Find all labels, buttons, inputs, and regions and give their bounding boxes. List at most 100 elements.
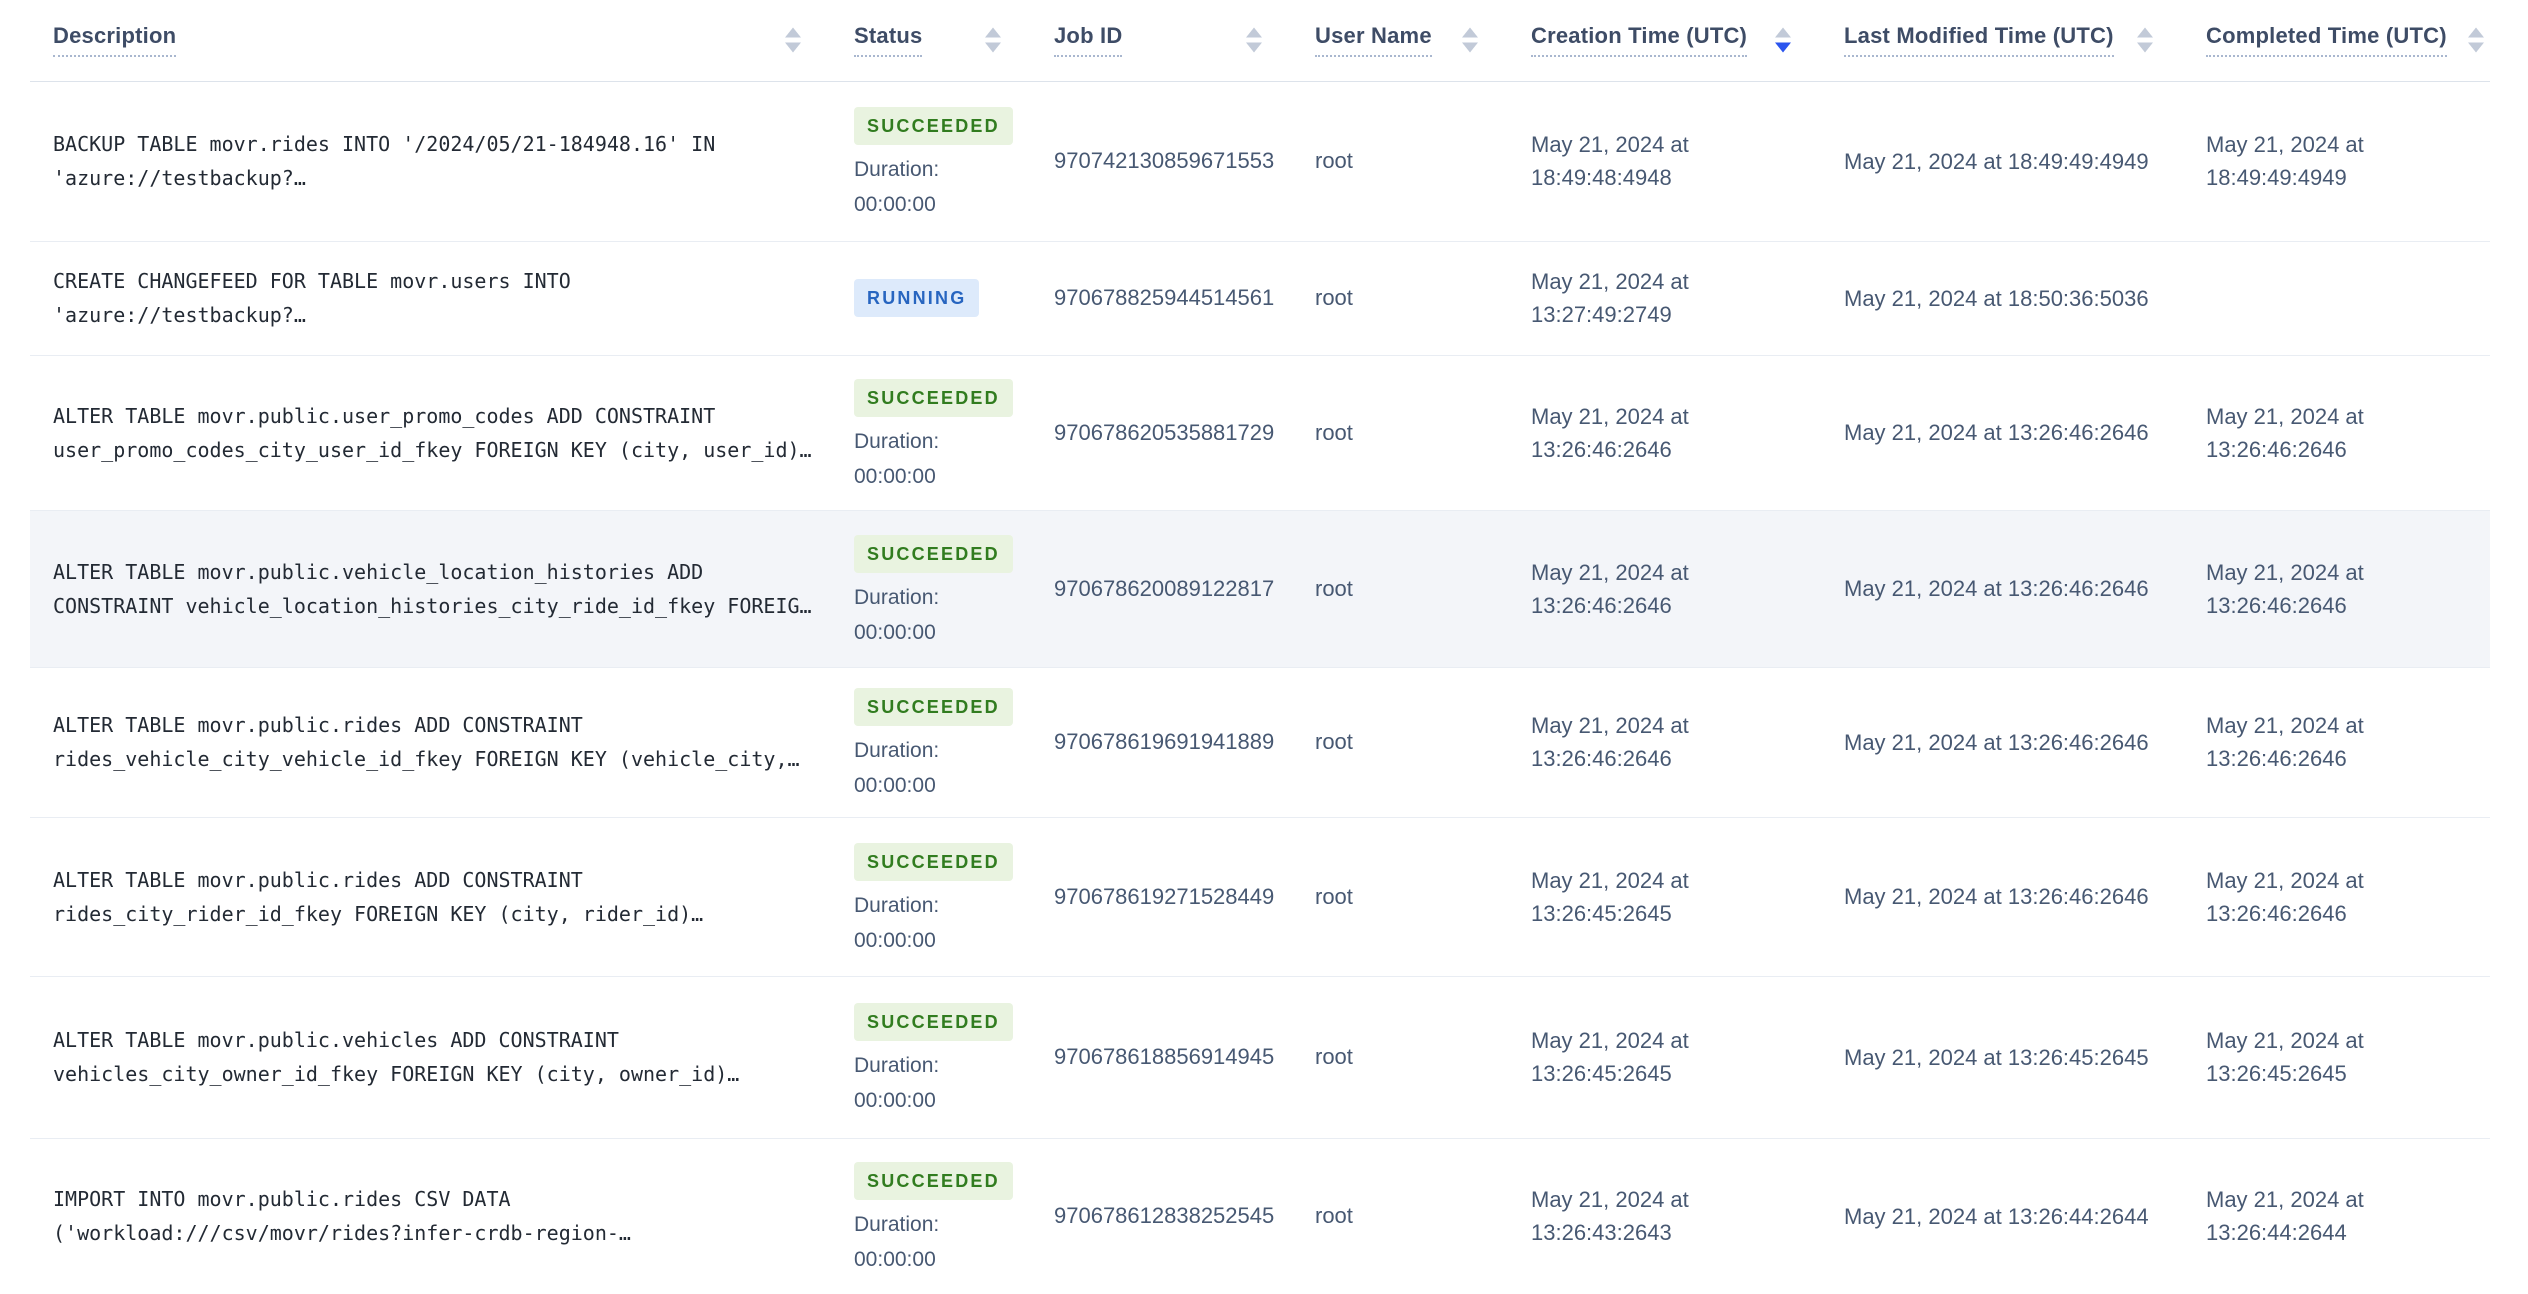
completed-time-cell: May 21, 2024 at 13:26:44:2644	[2195, 1137, 2490, 1294]
status-badge: SUCCEEDED	[854, 1162, 1013, 1201]
sort-desc-arrow-icon	[2468, 42, 2484, 53]
sort-desc-arrow-icon	[1462, 42, 1478, 53]
table-row[interactable]: BACKUP TABLE movr.rides INTO '/2024/05/2…	[30, 81, 2490, 241]
status-badge: SUCCEEDED	[854, 378, 1013, 417]
table-row[interactable]: ALTER TABLE movr.public.vehicles ADD CON…	[30, 975, 2490, 1138]
last-modified-time: May 21, 2024 at 13:26:46:2646	[1844, 884, 2149, 909]
last-modified-time: May 21, 2024 at 13:26:46:2646	[1844, 729, 2149, 755]
duration-value: 00:00:00	[854, 620, 936, 644]
column-label: User Name	[1315, 23, 1432, 58]
duration-value: 00:00:00	[854, 928, 936, 952]
table-row[interactable]: ALTER TABLE movr.public.vehicle_location…	[30, 509, 2490, 667]
last-modified-time-cell: May 21, 2024 at 13:26:46:2646	[1833, 666, 2195, 817]
description-cell: ALTER TABLE movr.public.user_promo_codes…	[30, 354, 843, 510]
last-modified-time: May 21, 2024 at 13:26:45:2645	[1844, 1044, 2149, 1070]
status-badge: RUNNING	[854, 279, 980, 317]
description-cell: ALTER TABLE movr.public.vehicle_location…	[30, 509, 843, 667]
job-id: 970678619691941889	[1043, 666, 1304, 817]
column-header[interactable]: Description	[30, 0, 843, 82]
job-description[interactable]: ALTER TABLE movr.public.vehicles ADD CON…	[53, 1028, 740, 1086]
status-cell: SUCCEEDED Duration: 00:00:00	[843, 354, 1043, 510]
description-cell: IMPORT INTO movr.public.rides CSV DATA (…	[30, 1137, 843, 1294]
job-id: 970678620535881729	[1043, 354, 1304, 510]
duration-value: 00:00:00	[854, 464, 936, 488]
completed-time: May 21, 2024 at 18:49:49:4949	[2206, 132, 2364, 190]
sort-asc-arrow-icon	[2137, 27, 2153, 38]
duration-value: 00:00:00	[854, 1248, 936, 1272]
completed-time: May 21, 2024 at 13:26:46:2646	[2206, 559, 2364, 618]
status-badge: SUCCEEDED	[854, 534, 1013, 573]
job-id: 970678612838252545	[1043, 1137, 1304, 1294]
last-modified-time-cell: May 21, 2024 at 18:49:49:4949	[1833, 81, 2195, 241]
job-description[interactable]: ALTER TABLE movr.public.rides ADD CONSTR…	[53, 713, 800, 771]
status-badge: SUCCEEDED	[854, 842, 1013, 881]
status-cell: SUCCEEDED Duration: 00:00:00	[843, 1137, 1043, 1294]
job-description[interactable]: IMPORT INTO movr.public.rides CSV DATA (…	[53, 1187, 631, 1246]
sort-desc-arrow-icon	[2137, 42, 2153, 53]
creation-time: May 21, 2024 at 18:49:48:4948	[1531, 132, 1689, 190]
table-row[interactable]: ALTER TABLE movr.public.rides ADD CONSTR…	[30, 816, 2490, 976]
duration-value: 00:00:00	[854, 774, 936, 797]
table-row[interactable]: ALTER TABLE movr.public.user_promo_codes…	[30, 354, 2490, 510]
sort-desc-arrow-icon	[785, 42, 801, 53]
creation-time: May 21, 2024 at 13:26:45:2645	[1531, 867, 1689, 926]
job-description[interactable]: ALTER TABLE movr.public.user_promo_codes…	[53, 403, 812, 462]
job-id: 970678825944514561	[1043, 240, 1304, 355]
sort-icon[interactable]	[785, 27, 801, 53]
creation-time-cell: May 21, 2024 at 13:27:49:2749	[1520, 240, 1833, 355]
description-cell: CREATE CHANGEFEED FOR TABLE movr.users I…	[30, 240, 843, 355]
last-modified-time-cell: May 21, 2024 at 13:26:45:2645	[1833, 975, 2195, 1138]
sort-icon[interactable]	[985, 27, 1001, 53]
job-id: 970678620089122817	[1043, 509, 1304, 667]
last-modified-time: May 21, 2024 at 13:26:44:2644	[1844, 1203, 2149, 1229]
user-name: root	[1315, 148, 1353, 173]
sort-asc-arrow-icon	[2468, 27, 2484, 38]
sort-icon[interactable]	[1246, 27, 1262, 53]
status-badge: SUCCEEDED	[854, 1003, 1013, 1041]
column-header[interactable]: User Name	[1304, 0, 1520, 82]
table-row[interactable]: IMPORT INTO movr.public.rides CSV DATA (…	[30, 1137, 2490, 1294]
job-description[interactable]: CREATE CHANGEFEED FOR TABLE movr.users I…	[53, 269, 571, 327]
description-cell: ALTER TABLE movr.public.vehicles ADD CON…	[30, 975, 843, 1138]
duration-label: Duration:	[854, 429, 940, 453]
sort-asc-arrow-icon	[985, 27, 1001, 38]
sort-icon[interactable]	[1775, 27, 1791, 53]
description-cell: ALTER TABLE movr.public.rides ADD CONSTR…	[30, 666, 843, 817]
table-row[interactable]: CREATE CHANGEFEED FOR TABLE movr.users I…	[30, 240, 2490, 355]
column-header[interactable]: Last Modified Time (UTC)	[1833, 0, 2195, 82]
status-cell: SUCCEEDED Duration: 00:00:00	[843, 666, 1043, 817]
user-name: root	[1304, 354, 1520, 510]
column-header[interactable]: Creation Time (UTC)	[1520, 0, 1833, 82]
sort-icon[interactable]	[2468, 27, 2484, 53]
duration-label: Duration:	[854, 1054, 940, 1077]
column-header[interactable]: Job ID	[1043, 0, 1304, 82]
job-description[interactable]: BACKUP TABLE movr.rides INTO '/2024/05/2…	[53, 132, 716, 190]
creation-time-cell: May 21, 2024 at 13:26:46:2646	[1520, 509, 1833, 667]
status-cell: RUNNING	[843, 240, 1043, 355]
last-modified-time: May 21, 2024 at 13:26:46:2646	[1844, 420, 2149, 445]
column-header[interactable]: Completed Time (UTC)	[2195, 0, 2490, 82]
status-cell: SUCCEEDED Duration: 00:00:00	[843, 975, 1043, 1138]
creation-time-cell: May 21, 2024 at 13:26:46:2646	[1520, 666, 1833, 817]
job-description[interactable]: ALTER TABLE movr.public.rides ADD CONSTR…	[53, 867, 704, 926]
user-name: root	[1304, 816, 1520, 976]
duration-label: Duration:	[854, 739, 940, 762]
column-header[interactable]: Status	[843, 0, 1043, 82]
column-label: Creation Time (UTC)	[1531, 23, 1748, 58]
duration-value: 00:00:00	[854, 1089, 936, 1112]
user-name: root	[1304, 240, 1520, 355]
description-cell: BACKUP TABLE movr.rides INTO '/2024/05/2…	[30, 81, 843, 241]
duration-label: Duration:	[854, 893, 940, 917]
table-row[interactable]: ALTER TABLE movr.public.rides ADD CONSTR…	[30, 666, 2490, 817]
creation-time: May 21, 2024 at 13:26:45:2645	[1531, 1028, 1689, 1086]
sort-asc-arrow-icon	[1462, 27, 1478, 38]
completed-time-cell: May 21, 2024 at 13:26:46:2646	[2195, 666, 2490, 817]
last-modified-time: May 21, 2024 at 18:49:49:4949	[1844, 148, 2149, 174]
job-id: 970678618856914945	[1043, 975, 1304, 1138]
sort-icon[interactable]	[1462, 27, 1478, 53]
completed-time-cell: May 21, 2024 at 13:26:46:2646	[2195, 354, 2490, 510]
last-modified-time-cell: May 21, 2024 at 13:26:46:2646	[1833, 816, 2195, 976]
sort-asc-arrow-icon	[1246, 27, 1262, 38]
job-description[interactable]: ALTER TABLE movr.public.vehicle_location…	[53, 559, 812, 618]
sort-icon[interactable]	[2137, 27, 2153, 53]
